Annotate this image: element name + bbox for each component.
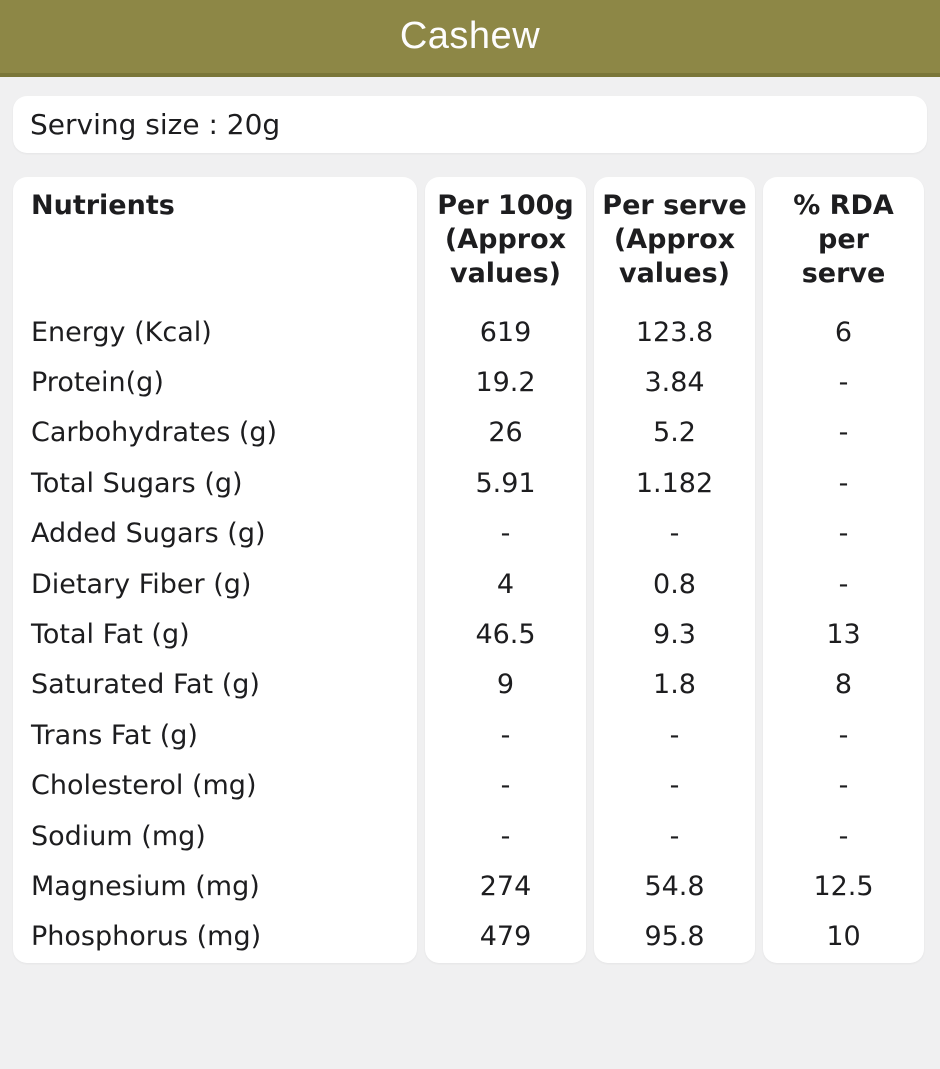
value-cell: -: [500, 518, 511, 550]
nutrient-label: Protein(g): [31, 367, 164, 399]
value-cell: 4: [496, 568, 515, 600]
value-cell: 26: [488, 417, 523, 449]
nutrients-column: Nutrients Energy (Kcal) Protein(g) Carbohy…: [13, 177, 417, 963]
nutrient-label: Added Sugars (g): [31, 518, 266, 550]
nutrient-label: Carbohydrates (g): [31, 417, 278, 449]
product-title: Cashew: [399, 15, 541, 57]
nutrient-label: Total Sugars (g): [31, 467, 243, 499]
value-cell: 0.8: [653, 568, 696, 600]
column-header-rda: % RDA per serve: [793, 190, 894, 289]
value-cell: 479: [479, 921, 532, 953]
value-cell: 619: [479, 316, 532, 348]
rda-column: % RDA per serve 6 - - - - - 13 8 - - - 12.5 10: [763, 177, 924, 963]
value-cell: -: [838, 770, 849, 802]
value-cell: -: [838, 820, 849, 852]
nutrient-label: Trans Fat (g): [31, 719, 198, 751]
value-cell: 5.91: [475, 467, 536, 499]
value-cell: 9.3: [653, 619, 696, 651]
nutrient-label: Phosphorus (mg): [31, 921, 262, 953]
value-cell: -: [838, 467, 849, 499]
value-cell: 123.8: [635, 316, 714, 348]
app-header: Cashew: [0, 0, 940, 77]
value-cell: 10: [826, 921, 861, 953]
value-cell: -: [838, 518, 849, 550]
column-header-nutrients: Nutrients: [31, 190, 175, 221]
value-cell: -: [838, 719, 849, 751]
value-cell: 1.8: [653, 669, 696, 701]
value-cell: -: [838, 568, 849, 600]
value-cell: 54.8: [644, 870, 705, 902]
value-cell: -: [500, 770, 511, 802]
nutrient-label: Energy (Kcal): [31, 316, 212, 348]
value-cell: 13: [826, 619, 861, 651]
value-cell: -: [838, 417, 849, 449]
nutrient-label: Sodium (mg): [31, 820, 206, 852]
column-header-per-100g: Per 100g (Approx values): [437, 190, 574, 289]
value-cell: -: [500, 820, 511, 852]
value-cell: -: [669, 770, 680, 802]
value-cell: 5.2: [653, 417, 696, 449]
nutrient-label: Total Fat (g): [31, 619, 190, 651]
value-cell: 46.5: [475, 619, 536, 651]
value-cell: -: [669, 518, 680, 550]
value-cell: -: [669, 820, 680, 852]
value-cell: -: [500, 719, 511, 751]
nutrient-label: Saturated Fat (g): [31, 669, 260, 701]
serving-size-label: Serving size : 20g: [30, 108, 281, 141]
value-cell: -: [838, 367, 849, 399]
value-cell: -: [669, 719, 680, 751]
per-100g-column: Per 100g (Approx values) 619 19.2 26 5.91 - 4…: [425, 177, 586, 963]
nutrition-facts-screen: Cashew Serving size : 20g Nutrients Ener…: [0, 0, 940, 963]
value-cell: 19.2: [475, 367, 536, 399]
per-serve-column: Per serve (Approx values) 123.8 3.84 5.2 1.…: [594, 177, 755, 963]
serving-size-card: Serving size : 20g: [13, 96, 927, 153]
value-cell: 12.5: [813, 870, 874, 902]
value-cell: 9: [496, 669, 515, 701]
value-cell: 274: [479, 870, 532, 902]
nutrition-table: Nutrients Energy (Kcal) Protein(g) Carbohy…: [13, 177, 927, 963]
value-cell: 3.84: [644, 367, 705, 399]
value-cell: 8: [834, 669, 853, 701]
nutrient-label: Magnesium (mg): [31, 870, 260, 902]
nutrient-label: Cholesterol (mg): [31, 770, 257, 802]
column-header-per-serve: Per serve (Approx values): [602, 190, 747, 289]
nutrient-label: Dietary Fiber (g): [31, 568, 252, 600]
value-cell: 1.182: [635, 467, 714, 499]
value-cell: 6: [834, 316, 853, 348]
value-cell: 95.8: [644, 921, 705, 953]
